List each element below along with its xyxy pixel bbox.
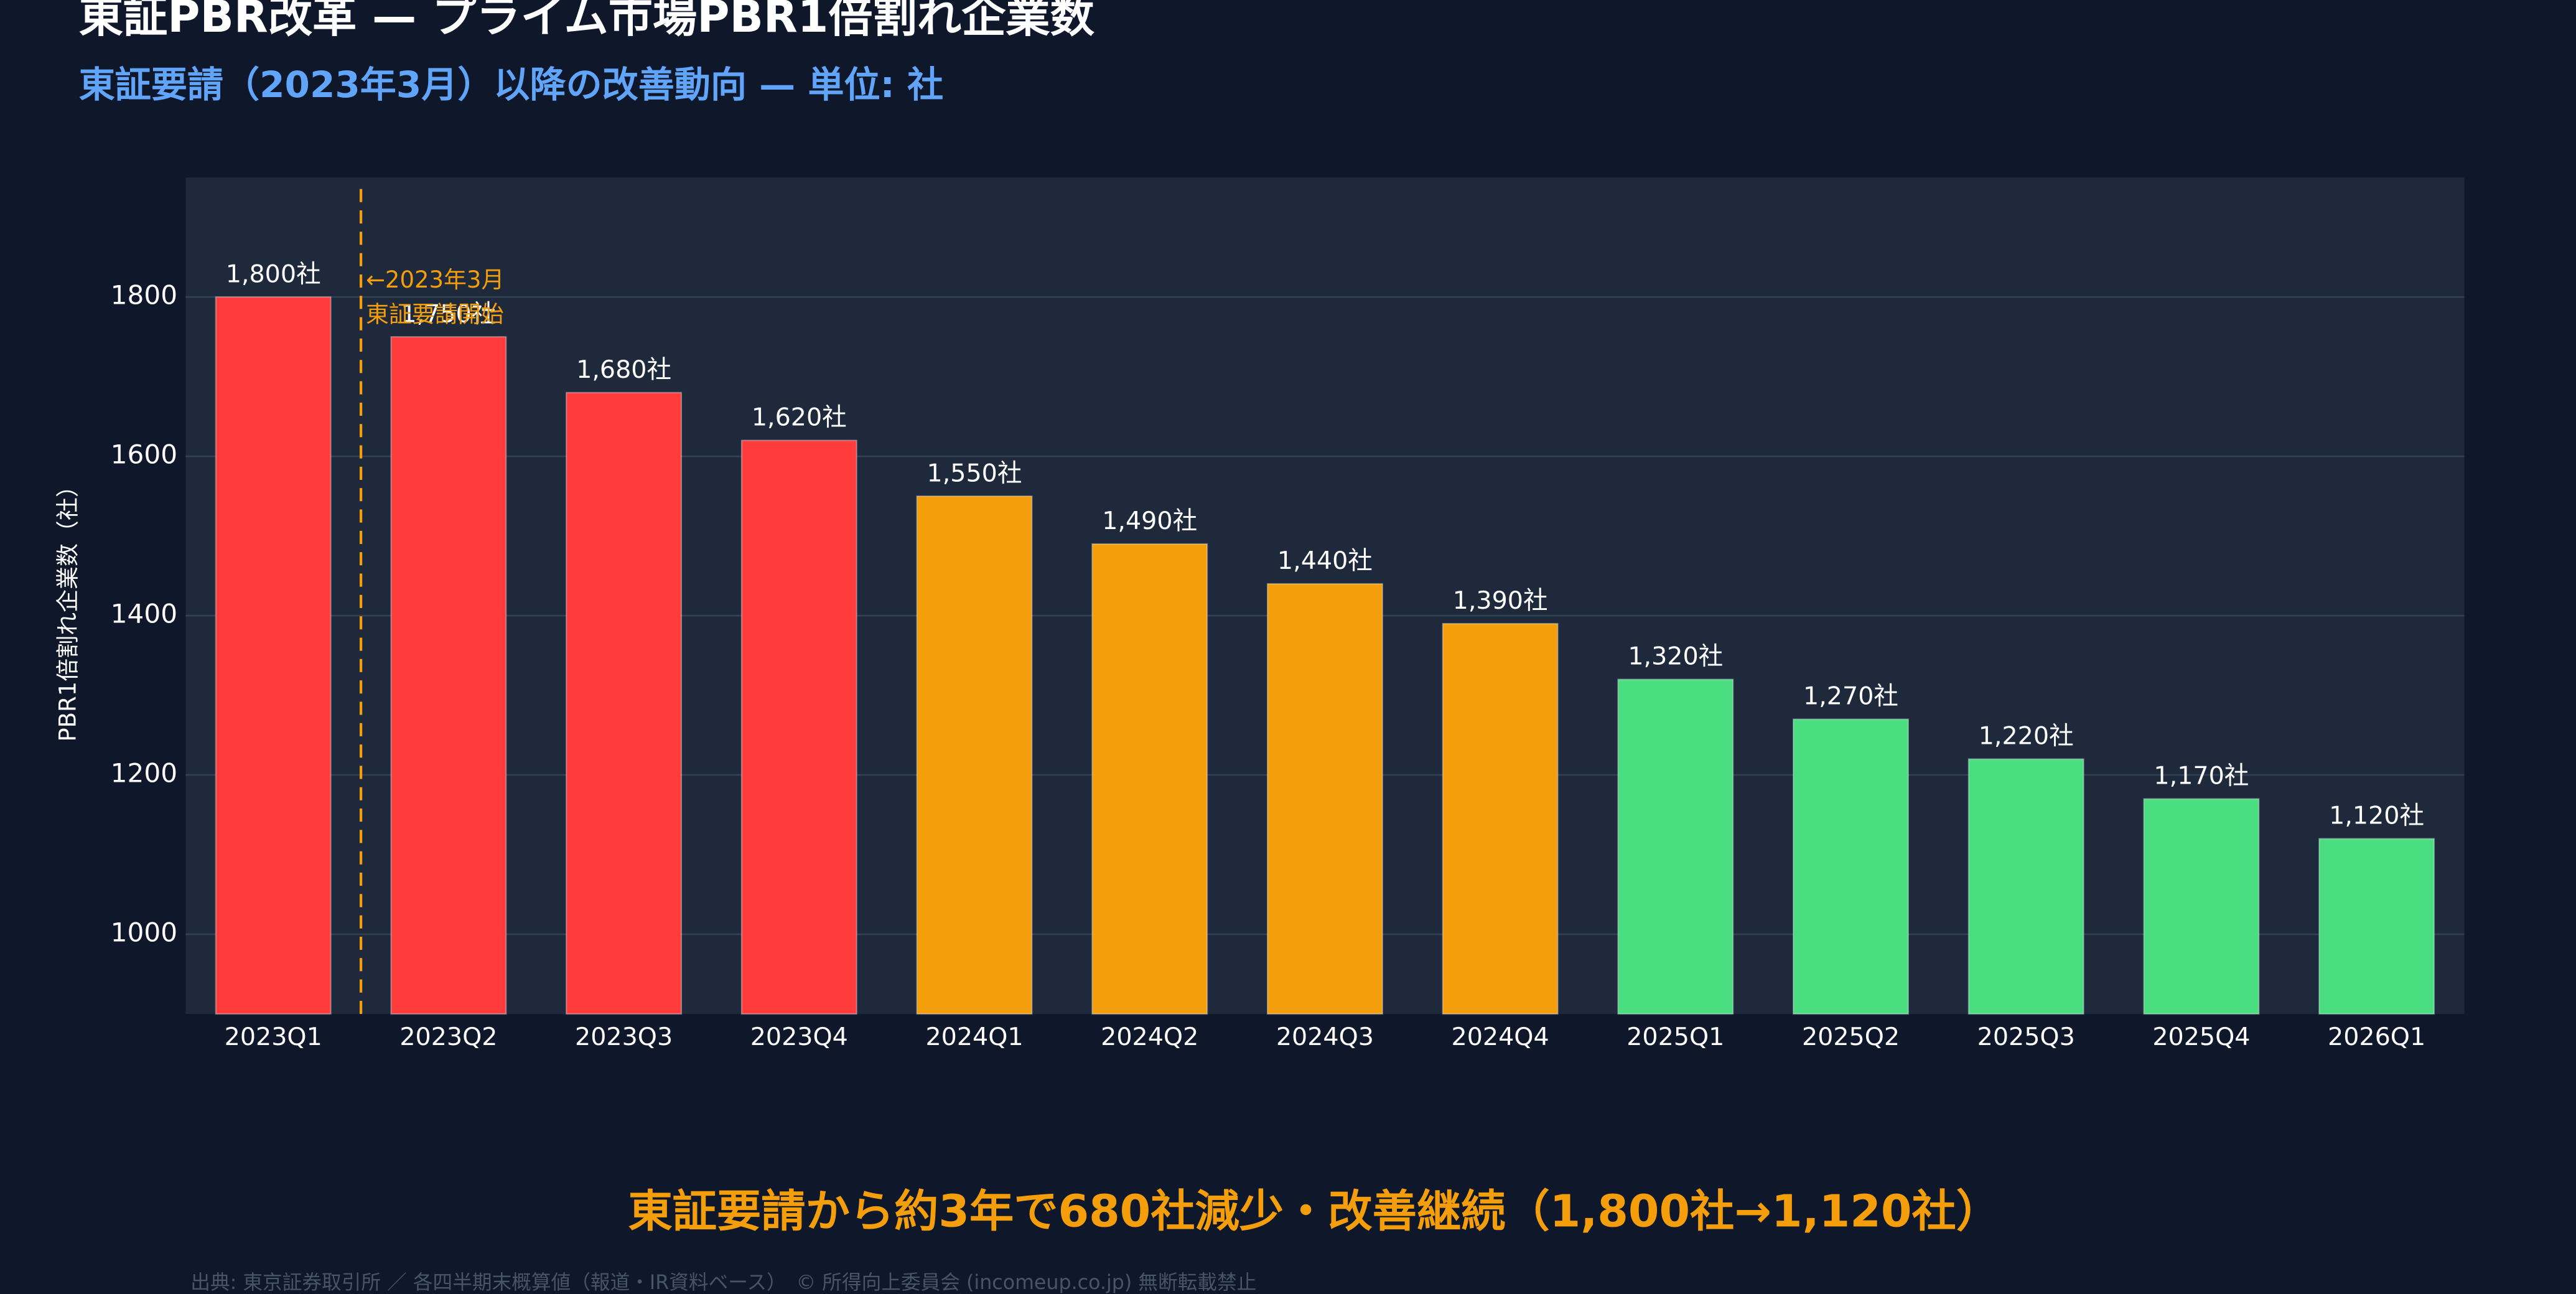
bar <box>215 296 332 1015</box>
x-tick-label: 2024Q3 <box>1276 1023 1374 1051</box>
x-tick-label: 2023Q1 <box>225 1023 322 1051</box>
x-tick-label: 2026Q1 <box>2328 1023 2425 1051</box>
annotation: 東証要請開始 <box>366 301 504 327</box>
value-label: 1,440社 <box>1277 546 1373 575</box>
bar <box>1091 543 1208 1015</box>
x-tick-label: 2024Q1 <box>925 1023 1023 1051</box>
x-tick-label: 2023Q2 <box>399 1023 497 1051</box>
x-tick-label: 2025Q3 <box>1977 1023 2075 1051</box>
y-tick-label: 1400 <box>111 599 177 629</box>
bar <box>1266 583 1383 1015</box>
y-tick-label: 1200 <box>111 758 177 789</box>
value-label: 1,800社 <box>226 260 321 288</box>
value-label: 1,270社 <box>1803 682 1898 711</box>
footer: 出典: 東京証券取引所 ／ 各四半期末概算値（報道・IR資料ベース） © 所得向… <box>190 1272 1256 1294</box>
value-label: 1,550社 <box>927 459 1022 487</box>
bar <box>566 391 683 1015</box>
bar <box>916 495 1033 1015</box>
value-label: 1,490社 <box>1102 507 1197 535</box>
value-label: 1,680社 <box>576 355 671 384</box>
x-tick-label: 2025Q1 <box>1626 1023 1724 1051</box>
annotation: ←2023年3月 <box>366 266 504 293</box>
x-tick-label: 2025Q4 <box>2152 1023 2250 1051</box>
y-axis-label: PBR1倍割れ企業数（社） <box>54 474 81 741</box>
bar <box>1442 622 1559 1015</box>
y-tick-label: 1000 <box>111 917 177 948</box>
x-tick-label: 2023Q3 <box>575 1023 673 1051</box>
bar <box>740 439 857 1015</box>
bar <box>1967 758 2084 1015</box>
value-label: 1,620社 <box>752 403 847 432</box>
bar <box>390 336 507 1015</box>
value-label: 1,750社 <box>401 299 496 328</box>
value-label: 1,120社 <box>2329 802 2424 830</box>
y-tick-label: 1800 <box>111 280 177 311</box>
chart-subtitle: 東証要請（2023年3月）以降の改善動向 — 単位: 社 <box>79 63 943 106</box>
value-label: 1,320社 <box>1628 642 1723 671</box>
value-label: 1,390社 <box>1453 586 1548 615</box>
x-tick-label: 2025Q2 <box>1802 1023 1900 1051</box>
x-tick-label: 2023Q4 <box>750 1023 848 1051</box>
bar <box>1793 718 1909 1015</box>
bar <box>2318 838 2435 1015</box>
value-label: 1,220社 <box>1979 722 2074 751</box>
x-tick-label: 2024Q2 <box>1101 1023 1198 1051</box>
chart-title: 東証PBR改革 — プライム市場PBR1倍割れ企業数 <box>79 0 1095 42</box>
bar <box>2143 798 2260 1015</box>
value-label: 1,170社 <box>2154 762 2249 790</box>
x-tick-label: 2024Q4 <box>1452 1023 1549 1051</box>
y-tick-label: 1600 <box>111 439 177 470</box>
bar <box>1617 678 1734 1015</box>
headline: 東証要請から約3年で680社減少・改善継続（1,800社→1,120社） <box>628 1186 2000 1237</box>
